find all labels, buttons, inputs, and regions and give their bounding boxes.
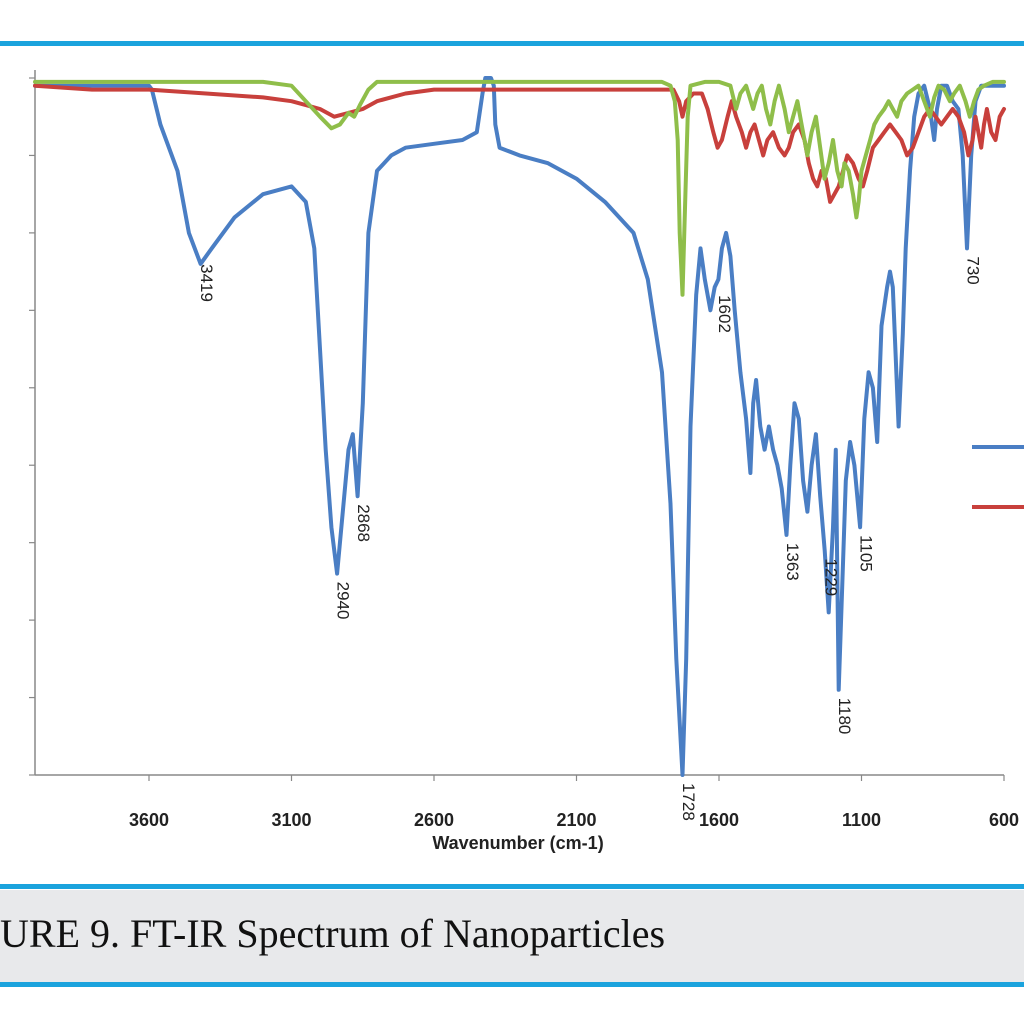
caption-band [0,890,1024,982]
peak-label: 1180 [835,698,854,735]
x-tick-label: 1100 [842,810,881,830]
peak-label: 1363 [783,543,802,581]
ftir-chart: 3600 3100 2600 2100 1600 1100 600 3419 2940 2868… [29,70,1024,853]
x-tick-label: 3600 [129,810,169,830]
figure-caption: URE 9. FT-IR Spectrum of Nanoparticles [0,911,666,956]
caption-bottom-line [0,982,1024,987]
x-tick-label: 1600 [699,810,739,830]
peak-label: 2940 [334,582,353,620]
x-tick-label: 3100 [271,810,311,830]
peak-label: 1602 [715,295,734,333]
series-layer [33,76,1006,777]
x-tick-label: 600 [989,810,1019,830]
peak-label: 1229 [821,558,840,596]
peak-label: 730 [963,256,982,284]
series-line-1 [33,76,1006,777]
x-tick-label: 2600 [414,810,454,830]
peak-label: 2868 [354,504,373,542]
legend [972,445,1024,509]
peak-labels: 3419 2940 2868 1728 1602 1363 1229 1180 1105 730 [197,256,982,820]
peak-label: 1105 [857,535,876,572]
caption-top-line [0,884,1024,889]
x-axis-title: Wavenumber (cm-1) [432,833,603,853]
chart-axes: 3600 3100 2600 2100 1600 1100 600 [29,70,1019,830]
x-tick-label: 2100 [556,810,596,830]
series-line-3 [33,79,1006,297]
peak-label: 1728 [679,783,698,821]
peak-label: 3419 [197,264,216,302]
top-frame-line [0,41,1024,46]
